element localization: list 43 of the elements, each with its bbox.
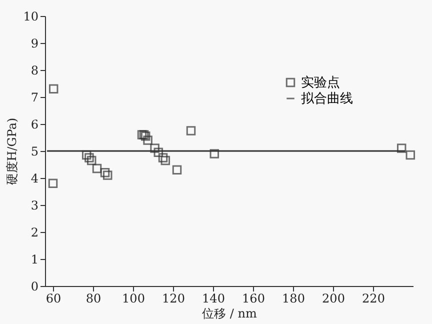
- y-tick-label: 1: [30, 252, 38, 266]
- x-tick-label: 160: [242, 292, 265, 306]
- point: [48, 84, 58, 94]
- point: [84, 153, 94, 162]
- point: [150, 144, 160, 153]
- y-tick-label: 6: [30, 118, 38, 132]
- point: [210, 149, 220, 158]
- x-tick-label: 220: [362, 292, 385, 306]
- point: [172, 165, 182, 175]
- point: [160, 156, 170, 166]
- y-tick-label: 5: [30, 144, 38, 158]
- point: [396, 144, 406, 153]
- y-tick-label: 10: [23, 10, 38, 24]
- y-tick-label: 9: [30, 36, 38, 50]
- x-tick-label: 120: [162, 292, 185, 306]
- legend-label: 拟合曲线: [301, 92, 353, 106]
- point: [154, 148, 164, 157]
- y-tick-label: 4: [30, 172, 39, 186]
- point: [86, 156, 96, 166]
- point: [158, 153, 168, 162]
- point: [143, 136, 152, 145]
- x-tick-label: 60: [46, 292, 62, 306]
- x-axis-title: 位移 / nm: [202, 306, 258, 320]
- y-axis-title: 硬度H/GPa): [5, 118, 20, 186]
- point: [406, 150, 416, 160]
- point: [92, 164, 102, 174]
- x-tick-label: 140: [202, 292, 225, 306]
- point: [102, 170, 112, 180]
- y-tick-label: 0: [30, 280, 38, 294]
- y-tick-label: 2: [30, 226, 38, 240]
- x-tick-label: 80: [86, 292, 102, 306]
- y-tick-label: 3: [30, 198, 38, 212]
- x-tick-label: 100: [122, 292, 145, 306]
- legend-label: 实验点: [301, 76, 340, 90]
- y-tick-label: 7: [30, 90, 38, 104]
- point: [100, 168, 110, 178]
- y-tick-label: 8: [30, 64, 38, 78]
- point: [186, 126, 196, 136]
- x-tick-label: 180: [282, 292, 305, 306]
- x-tick-label: 200: [322, 292, 345, 306]
- point: [82, 150, 92, 160]
- point: [48, 178, 58, 188]
- point: [137, 130, 147, 140]
